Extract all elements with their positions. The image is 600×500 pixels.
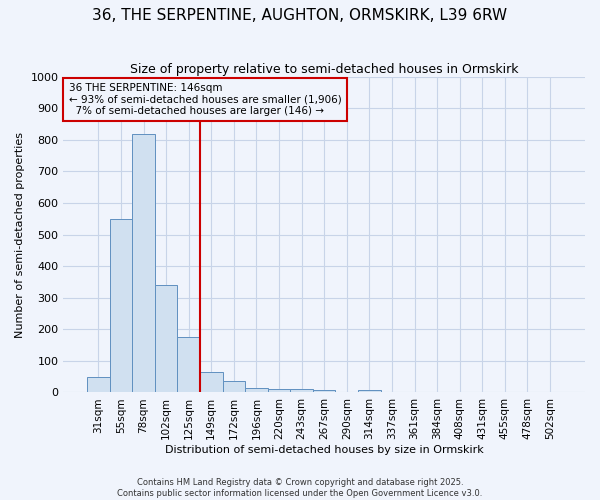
Bar	[155, 285, 178, 393]
Text: 36, THE SERPENTINE, AUGHTON, ORMSKIRK, L39 6RW: 36, THE SERPENTINE, AUGHTON, ORMSKIRK, L…	[92, 8, 508, 22]
Bar	[313, 390, 335, 392]
Title: Size of property relative to semi-detached houses in Ormskirk: Size of property relative to semi-detach…	[130, 62, 518, 76]
Bar	[110, 219, 132, 392]
Bar	[178, 337, 200, 392]
Y-axis label: Number of semi-detached properties: Number of semi-detached properties	[15, 132, 25, 338]
Bar	[358, 390, 380, 392]
Text: Contains HM Land Registry data © Crown copyright and database right 2025.
Contai: Contains HM Land Registry data © Crown c…	[118, 478, 482, 498]
Bar	[245, 388, 268, 392]
Bar	[268, 388, 290, 392]
X-axis label: Distribution of semi-detached houses by size in Ormskirk: Distribution of semi-detached houses by …	[165, 445, 484, 455]
Bar	[200, 372, 223, 392]
Bar	[87, 376, 110, 392]
Bar	[223, 382, 245, 392]
Text: 36 THE SERPENTINE: 146sqm
← 93% of semi-detached houses are smaller (1,906)
  7%: 36 THE SERPENTINE: 146sqm ← 93% of semi-…	[68, 83, 341, 116]
Bar	[132, 134, 155, 392]
Bar	[290, 390, 313, 392]
